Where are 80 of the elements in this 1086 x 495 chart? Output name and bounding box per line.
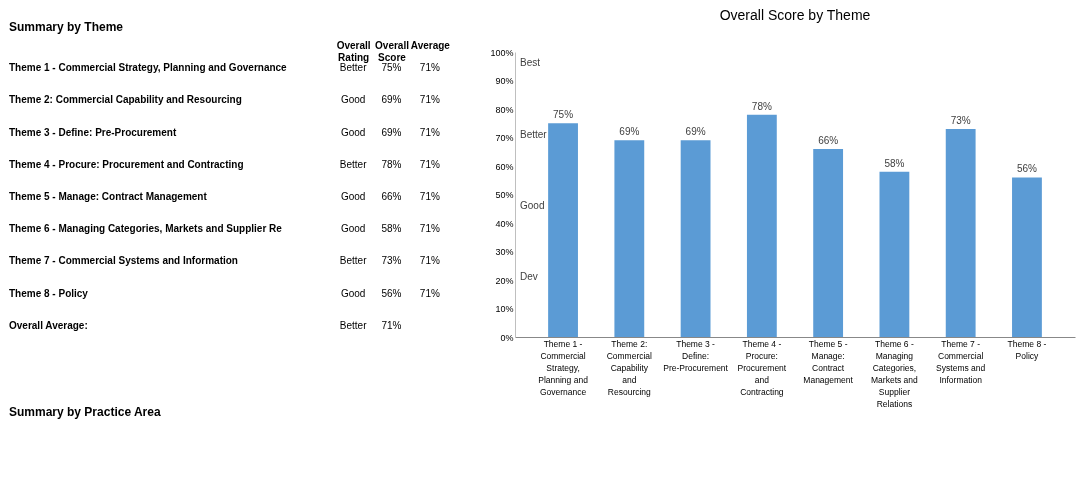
bar [548,123,578,337]
x-tick-label: Theme 5 - Manage: Contract Management [803,338,854,385]
text: 71% [419,191,440,202]
chart-title: Overall Score by Theme [719,7,871,23]
text: 71% [419,158,440,170]
text: Summary by Practice Area [9,405,161,419]
x-tick-label: Theme 4 - Procure: Procurement and Contracting [737,338,787,397]
category-label: Overall Rating [336,39,371,63]
bar [614,140,645,337]
x-tick-label: Theme 3 - Define: Pre-Procurement [663,338,729,373]
bar [680,140,711,337]
category-label: Theme 7 - Commercial Systems and Information [9,255,238,267]
y-tick-label: 40% [495,218,514,229]
text: 71% [419,126,440,138]
text: Summary by Theme [9,20,124,34]
data-label: 69% [685,126,706,138]
category-label: Theme 4 - Procure: Procurement and Contracting [9,158,244,170]
text: 71% [381,319,402,331]
y-tick-label: 30% [495,247,514,257]
text: Good [340,287,366,299]
text: 78% [381,158,402,170]
annotation: Best [520,57,541,69]
bar [746,114,777,337]
category-label: Average [410,39,451,51]
text: Better [339,62,367,74]
text: 75% [381,62,402,74]
annotation: Good [520,199,545,211]
text: Better [339,319,367,331]
bar [1012,177,1042,337]
y-tick-label: 0% [500,332,514,343]
text: 71% [419,62,440,74]
category-label: Theme 1 - Commercial Strategy, Planning and Governance [9,62,287,74]
y-tick-label: 80% [495,104,514,115]
text: Better [339,158,367,170]
text: 71% [419,255,440,267]
y-tick-label: 90% [495,76,514,86]
x-tick-label: Theme 7 - Commercial Systems and Information [936,338,986,385]
data-label: 69% [619,126,640,138]
text: Good [340,223,366,235]
category-label: Theme 8 - Policy [9,287,88,299]
category-label: Theme 3 - Define: Pre-Procurement [9,126,177,138]
text: Better [339,255,367,267]
bar [879,171,910,337]
category-label: Theme 2: Commercial Capability and Resourcing [9,94,242,106]
x-tick-label: Theme 2: Commercial Capability and Resourcing [606,338,653,397]
text: 58% [381,223,402,235]
y-tick-label: 10% [495,304,514,314]
annotation: Dev [520,271,538,283]
text: 66% [381,191,402,202]
y-tick-label: 20% [495,275,514,286]
bar [813,148,844,337]
x-tick-label: Theme 1 - Commercial Strategy, Planning and Governance [538,338,589,397]
data-label: 78% [751,100,772,112]
text: 71% [419,287,440,299]
text: 69% [381,94,402,106]
category-label: Theme 6 - Managing Categories, Markets and Supplier Re [9,223,282,235]
y-tick-label: 50% [495,190,514,200]
bar [945,128,976,337]
x-tick-label: Theme 8 - Policy [1007,338,1047,361]
text: 69% [381,126,402,138]
x-tick-label: Theme 6 - Managing Categories, Markets and Supplier Relations [871,338,919,409]
text: 56% [381,287,402,299]
text: Good [340,191,366,202]
text: 71% [419,94,440,106]
y-tick-label: 100% [490,47,514,58]
text: 73% [381,255,402,267]
text: 71% [419,223,440,235]
data-label: 56% [1016,163,1038,175]
data-label: 66% [818,134,839,146]
y-tick-label: 70% [495,133,514,143]
text: Good [340,94,366,106]
data-label: 58% [884,157,905,169]
category-label: Overall Average: [9,319,88,331]
category-label: Overall Score [375,39,410,63]
y-tick-label: 60% [495,161,514,172]
data-label: 75% [553,109,574,121]
text: Good [340,126,366,138]
data-label: 73% [950,114,971,126]
annotation: Better [520,128,548,140]
category-label: Theme 5 - Manage: Contract Management [9,191,207,202]
